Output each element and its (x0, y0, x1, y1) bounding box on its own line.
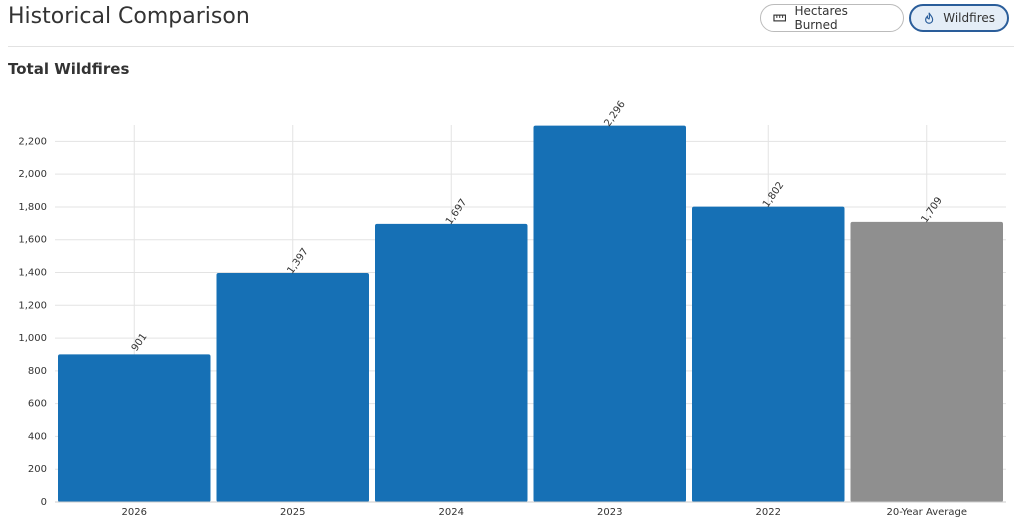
value-label: 2,296 (602, 99, 627, 129)
value-label: 1,802 (761, 180, 786, 210)
y-tick-label: 600 (28, 399, 47, 410)
bar (533, 125, 686, 503)
y-tick-label: 2,200 (18, 136, 47, 147)
page-title: Historical Comparison (8, 4, 250, 29)
bar (58, 354, 211, 502)
y-tick-label: 200 (28, 464, 47, 475)
value-label: 1,397 (285, 246, 310, 276)
x-tick-label: 2026 (122, 507, 147, 518)
bar (216, 273, 369, 502)
y-tick-label: 1,800 (18, 202, 47, 213)
y-tick-label: 1,200 (18, 300, 47, 311)
y-tick-label: 1,000 (18, 333, 47, 344)
chart-title: Total Wildfires (8, 60, 130, 78)
ruler-icon (773, 14, 787, 22)
y-tick-label: 1,600 (18, 235, 47, 246)
button-label: Wildfires (943, 11, 995, 25)
bar (850, 221, 1003, 502)
x-tick-label: 2023 (597, 507, 622, 518)
value-label: 901 (130, 332, 150, 354)
separator (8, 46, 1014, 47)
wildfires-button[interactable]: Wildfires (909, 4, 1009, 32)
value-label: 1,697 (444, 197, 469, 227)
bar (375, 223, 528, 502)
y-tick-label: 0 (41, 497, 47, 508)
hectares-button[interactable]: Hectares Burned (760, 4, 904, 32)
value-label: 1,709 (919, 195, 944, 225)
y-tick-label: 800 (28, 366, 47, 377)
x-tick-label: 2025 (280, 507, 305, 518)
x-tick-label: 2024 (439, 507, 464, 518)
x-tick-label: 20-Year Average (886, 507, 967, 518)
x-tick-label: 2022 (756, 507, 781, 518)
y-tick-label: 1,400 (18, 268, 47, 279)
y-tick-label: 2,000 (18, 169, 47, 180)
y-tick-label: 400 (28, 431, 47, 442)
button-label: Hectares Burned (794, 4, 848, 32)
fire-icon (925, 12, 934, 24)
bar (692, 206, 845, 502)
